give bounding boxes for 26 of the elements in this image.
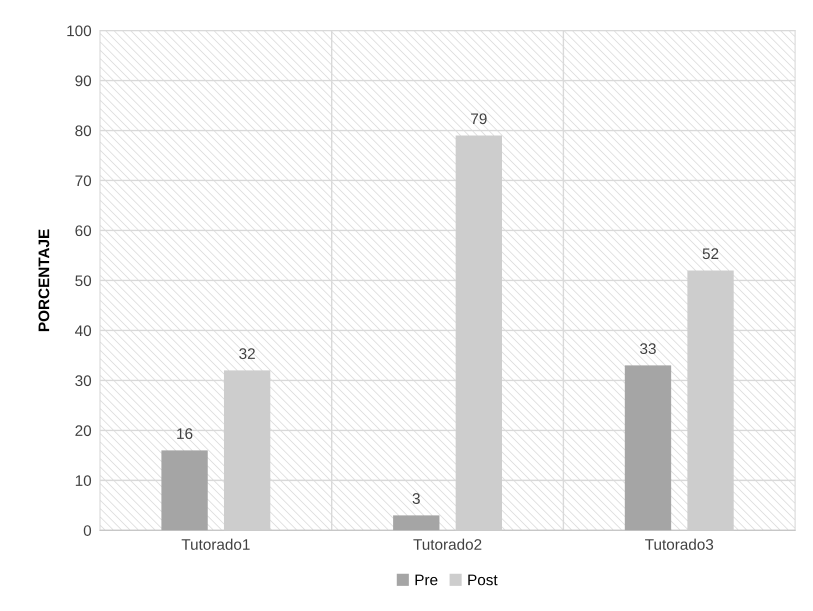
y-tick-label: 80 xyxy=(75,125,92,136)
x-tick-label: Tutorado1 xyxy=(182,538,250,550)
x-tick-label: Tutorado3 xyxy=(645,538,714,550)
y-tick-label: 30 xyxy=(75,375,92,386)
data-label: 52 xyxy=(702,248,718,260)
y-tick-label: 20 xyxy=(75,425,92,436)
data-label: 79 xyxy=(471,113,487,124)
data-label: 33 xyxy=(640,343,656,354)
bar xyxy=(393,515,440,530)
bar xyxy=(624,365,672,530)
y-tick-label: 60 xyxy=(75,225,92,236)
legend-label: Pre xyxy=(416,574,438,586)
y-tick-label: 50 xyxy=(75,275,92,286)
data-label: 3 xyxy=(412,493,420,504)
y-tick-label: 40 xyxy=(75,325,92,336)
y-tick-label: 90 xyxy=(75,75,92,86)
y-tick-label: 100 xyxy=(67,25,92,36)
y-axis-title: PORCENTAJE xyxy=(38,229,50,332)
y-tick-label: 0 xyxy=(84,525,92,536)
bar xyxy=(161,450,208,530)
y-tick-label: 70 xyxy=(75,175,92,186)
data-label: 16 xyxy=(177,428,192,440)
legend-label: Post xyxy=(468,574,498,586)
x-tick-label: Tutorado2 xyxy=(413,538,482,550)
y-tick-label: 10 xyxy=(76,475,92,486)
data-label: 32 xyxy=(239,348,255,360)
